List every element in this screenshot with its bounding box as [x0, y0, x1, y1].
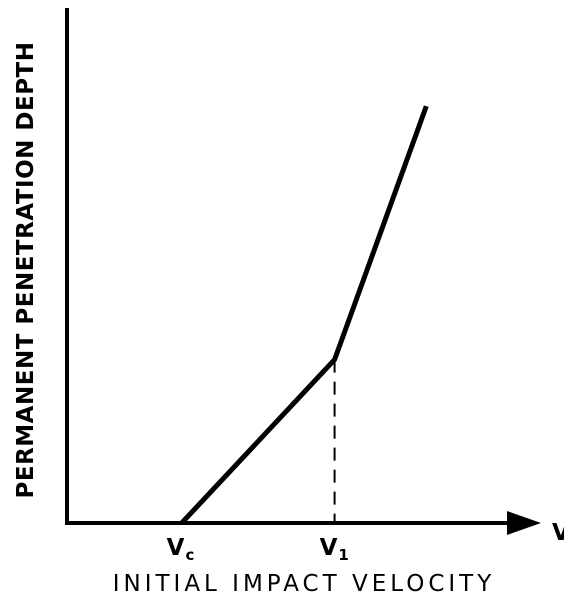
tick-vc-sub: c — [185, 546, 194, 564]
x-axis-arrowhead — [507, 511, 541, 535]
x-axis-symbol: V — [552, 520, 564, 546]
tick-label-vc: Vc — [167, 535, 195, 564]
x-axis-title: INITIAL IMPACT VELOCITY — [113, 571, 496, 597]
series-line — [179, 105, 429, 525]
tick-label-v1: V1 — [320, 535, 349, 564]
y-axis-title: PERMANENT PENETRATION DEPTH — [13, 42, 39, 499]
tick-vc-main: V — [167, 535, 185, 561]
tick-v1-main: V — [320, 535, 338, 561]
tick-v1-sub: 1 — [338, 546, 348, 564]
